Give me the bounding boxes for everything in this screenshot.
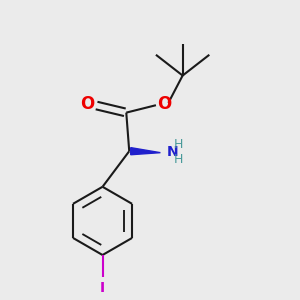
Text: H: H	[174, 138, 184, 151]
Text: H: H	[174, 153, 184, 166]
Text: I: I	[100, 281, 105, 295]
Text: N: N	[166, 145, 178, 159]
Text: O: O	[157, 95, 171, 113]
Text: O: O	[81, 95, 95, 113]
Polygon shape	[131, 148, 161, 155]
